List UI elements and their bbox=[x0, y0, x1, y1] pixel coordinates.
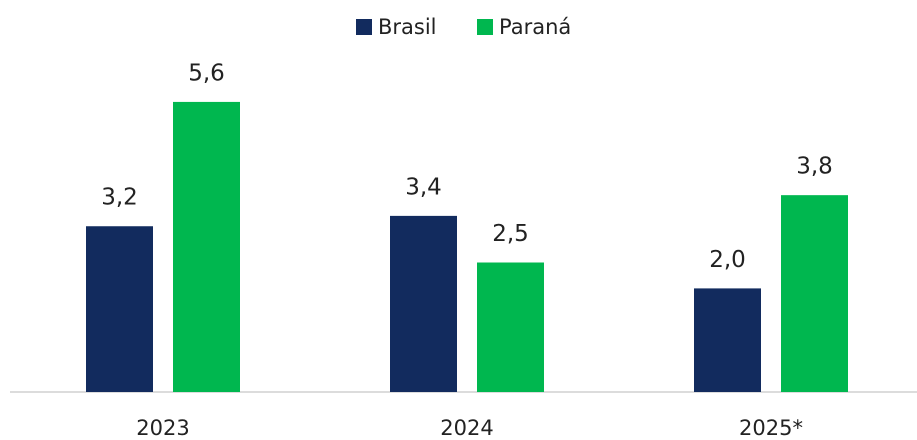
data-label: 3,2 bbox=[101, 185, 138, 211]
x-tick-label: 2025* bbox=[739, 416, 803, 440]
bar bbox=[86, 226, 153, 392]
legend-swatch bbox=[356, 19, 372, 35]
data-label: 5,6 bbox=[188, 60, 225, 86]
legend-label: Brasil bbox=[378, 15, 437, 39]
bar bbox=[477, 262, 544, 392]
x-tick-label: 2023 bbox=[136, 416, 189, 440]
legend-swatch bbox=[477, 19, 493, 35]
data-label: 3,8 bbox=[796, 154, 833, 180]
data-label: 2,0 bbox=[709, 247, 746, 273]
bar bbox=[781, 195, 848, 392]
legend-label: Paraná bbox=[499, 15, 571, 39]
bar bbox=[390, 215, 457, 392]
data-label: 3,4 bbox=[405, 174, 442, 200]
bar bbox=[694, 288, 761, 392]
bar bbox=[173, 101, 240, 393]
x-tick-label: 2024 bbox=[440, 416, 493, 440]
data-label: 2,5 bbox=[492, 221, 529, 247]
